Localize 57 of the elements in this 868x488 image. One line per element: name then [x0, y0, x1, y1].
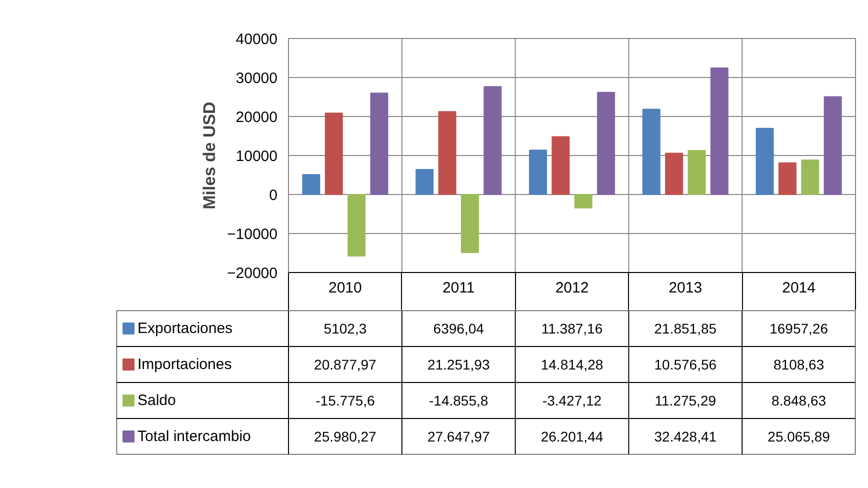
bar — [552, 136, 570, 195]
data-label: 10.576,56 — [654, 356, 717, 372]
bar — [324, 112, 343, 195]
y-tick-label: −20000 — [227, 265, 278, 282]
bar — [302, 174, 320, 195]
bar — [778, 162, 796, 195]
y-tick-label: −10000 — [227, 226, 278, 243]
bar — [348, 194, 366, 257]
data-label: 32.428,41 — [654, 428, 717, 444]
data-label: 21.251,93 — [427, 356, 490, 372]
legend-label: Saldo — [138, 392, 176, 409]
data-label: 14.814,28 — [540, 356, 604, 372]
data-label: -3.427,12 — [542, 392, 602, 408]
data-label: 11.387,16 — [541, 320, 603, 336]
data-label: 6396,04 — [433, 320, 484, 336]
bar — [416, 169, 434, 195]
legend-label: Importaciones — [138, 356, 232, 373]
x-tick-label: 2010 — [328, 280, 362, 296]
data-label: 16957,26 — [770, 320, 828, 336]
data-label: 8.848,63 — [772, 392, 826, 408]
bar — [597, 92, 616, 195]
x-tick-label: 2012 — [555, 280, 589, 296]
bar — [370, 92, 388, 195]
data-label: -14.855,8 — [429, 392, 488, 408]
bar — [460, 194, 479, 253]
data-label: 26.201,44 — [540, 428, 604, 444]
x-tick-label: 2011 — [442, 280, 475, 296]
data-label: 25.065,89 — [768, 428, 830, 444]
data-label: 5102,3 — [324, 320, 367, 336]
legend-label: Exportaciones — [138, 320, 233, 337]
data-label: 21.851,85 — [654, 320, 717, 336]
x-tick-label: 2013 — [668, 280, 702, 296]
y-tick-label: 10000 — [236, 148, 278, 165]
y-axis-title: Miles de USD — [200, 102, 220, 210]
y-tick-label: 20000 — [236, 109, 278, 126]
data-label: 11.275,29 — [654, 392, 716, 408]
data-label: 27.647,97 — [427, 428, 490, 444]
y-tick-label: 0 — [269, 187, 278, 204]
bar — [574, 194, 592, 208]
x-tick-label: 2014 — [782, 280, 816, 296]
bar — [665, 152, 684, 195]
bar — [801, 159, 820, 195]
data-label: 25.980,27 — [314, 428, 377, 444]
data-label: 20.877,97 — [314, 356, 377, 372]
bar — [824, 96, 842, 195]
y-tick-label: 40000 — [236, 31, 278, 48]
bar — [484, 86, 502, 195]
bar — [642, 108, 660, 195]
bar — [710, 68, 728, 195]
y-tick-label: 30000 — [236, 70, 278, 87]
bar — [438, 111, 456, 195]
bar — [688, 150, 706, 195]
data-label: 8108,63 — [773, 356, 824, 372]
data-label: -15.775,6 — [316, 392, 375, 408]
legend-label: Total intercambio — [138, 428, 251, 445]
bar — [528, 150, 547, 195]
bar — [756, 128, 774, 195]
